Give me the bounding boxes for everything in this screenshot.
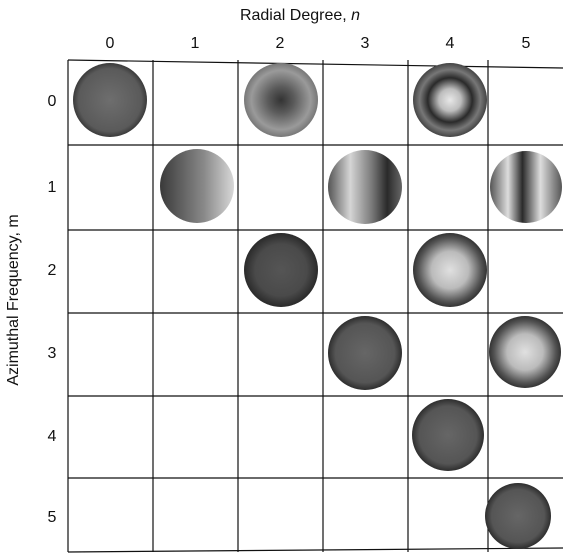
row-label: 0 [48,93,57,110]
zernike-image [244,63,318,137]
zernike-image [413,233,487,307]
zernike-image [328,316,402,390]
column-label: 2 [276,35,285,52]
x-axis-title-text: Radial Degree, [240,7,347,24]
zernike-image [244,233,318,307]
column-label: 5 [522,35,531,52]
zernike-images [73,63,562,549]
zernike-image [485,483,551,549]
zernike-image [413,63,487,137]
column-label: 1 [191,35,200,52]
row-label: 5 [48,509,57,526]
zernike-image [490,151,562,223]
row-label: 4 [48,428,57,445]
column-label: 0 [106,35,115,52]
row-label: 1 [48,179,57,196]
y-axis-title: Azimuthal Frequency, m [5,214,22,385]
zernike-image [489,316,561,388]
zernike-image [160,149,234,223]
row-label: 2 [48,262,57,279]
zernike-image [328,150,402,224]
x-axis-title: Radial Degree, n [240,7,360,24]
zernike-image [73,63,147,137]
grid [67,59,563,553]
column-label: 3 [361,35,370,52]
zernike-image [412,399,484,471]
column-label: 4 [446,35,455,52]
x-axis-variable: n [351,7,360,24]
row-label: 3 [48,345,57,362]
